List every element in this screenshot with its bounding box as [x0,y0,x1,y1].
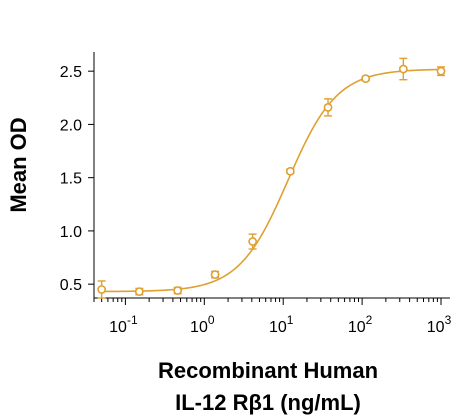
y-tick-label: 1.0 [60,224,82,241]
data-point [173,286,183,295]
data-point [97,285,107,294]
data-point [436,66,446,76]
y-tick-label: 2.5 [60,64,82,81]
data-point [210,270,220,279]
x-tick-label: 101 [269,313,294,336]
data-point [398,64,408,74]
fit-curve-layer [101,68,442,293]
x-tick-label: 102 [348,313,373,336]
data-point [248,237,258,246]
y-tick-label: 1.5 [60,171,82,188]
data-point [323,102,333,112]
y-tick-label: 2.0 [60,117,82,134]
data-points-layer [97,57,446,299]
axes [88,52,450,305]
x-tick-label: 10-1 [109,313,138,336]
x-axis-label-line2: IL-12 Rβ1 (ng/mL) [175,390,361,415]
y-axis-label: Mean OD [6,117,31,212]
data-point [361,74,371,84]
data-point [134,287,144,297]
tick-labels-layer: 0.5 1.0 1.5 2.0 2.5 10-1 100 101 102 103 [60,64,452,336]
fit-curve [101,68,442,293]
y-tick-label: 0.5 [60,277,82,294]
x-axis-label-line1: Recombinant Human [158,358,378,383]
x-tick-label: 100 [190,313,215,336]
x-tick-label: 103 [427,313,452,336]
data-point [285,166,295,176]
